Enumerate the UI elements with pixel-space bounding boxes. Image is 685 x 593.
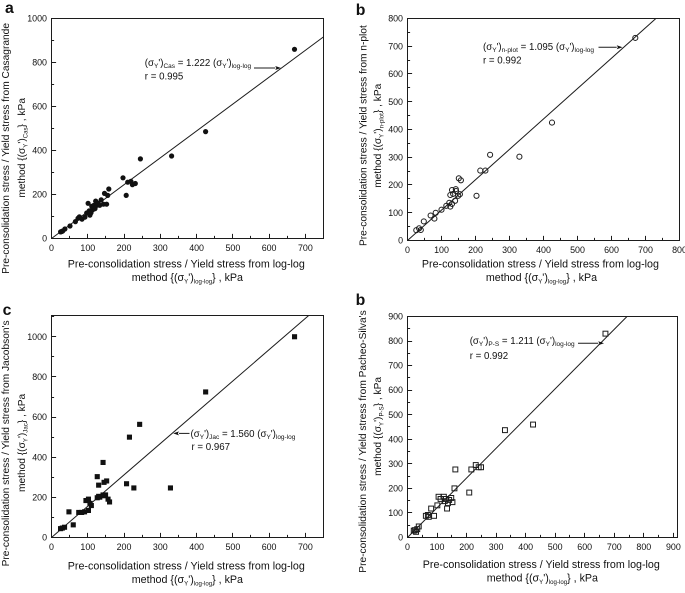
svg-text:600: 600 bbox=[388, 385, 403, 395]
svg-text:b: b bbox=[356, 2, 366, 19]
svg-text:400: 400 bbox=[32, 146, 47, 156]
svg-text:300: 300 bbox=[153, 542, 168, 552]
svg-text:0: 0 bbox=[405, 542, 410, 552]
svg-text:600: 600 bbox=[604, 245, 619, 255]
svg-text:Pre-consolidation stress / Yie: Pre-consolidation stress / Yield stress … bbox=[1, 23, 12, 274]
svg-text:700: 700 bbox=[638, 245, 653, 255]
svg-text:400: 400 bbox=[536, 245, 551, 255]
svg-text:(σY')P-S = 1.211 (σY')log-log: (σY')P-S = 1.211 (σY')log-log bbox=[470, 336, 575, 348]
svg-text:600: 600 bbox=[32, 102, 47, 112]
svg-text:method {(σY')log-log} , kPa: method {(σY')log-log} , kPa bbox=[486, 272, 597, 285]
svg-text:method {(σY')P-S} , kPa: method {(σY')P-S} , kPa bbox=[373, 377, 385, 476]
svg-text:method {(σY')Cas} , kPa: method {(σY')Cas} , kPa bbox=[17, 98, 29, 198]
svg-text:Pre-consolidation stress / Yie: Pre-consolidation stress / Yield stress … bbox=[358, 25, 369, 246]
svg-text:500: 500 bbox=[225, 542, 240, 552]
svg-text:200: 200 bbox=[32, 190, 47, 200]
svg-text:500: 500 bbox=[548, 542, 563, 552]
svg-text:r = 0.992: r = 0.992 bbox=[470, 351, 509, 362]
svg-text:200: 200 bbox=[388, 180, 403, 190]
svg-text:method {(σY')Jac} , kPa: method {(σY')Jac} , kPa bbox=[17, 393, 29, 492]
svg-text:1000: 1000 bbox=[27, 14, 47, 24]
svg-text:Pre-consolidation stress / Yie: Pre-consolidation stress / Yield stress … bbox=[68, 561, 305, 573]
svg-text:method {(σY')log-log} , kPa: method {(σY')log-log} , kPa bbox=[487, 573, 598, 586]
svg-text:600: 600 bbox=[32, 412, 47, 422]
svg-text:Pre-consolidation stress / Yie: Pre-consolidation stress / Yield stress … bbox=[68, 259, 305, 271]
svg-text:100: 100 bbox=[388, 508, 403, 518]
svg-text:400: 400 bbox=[518, 542, 533, 552]
svg-text:800: 800 bbox=[636, 542, 651, 552]
svg-text:300: 300 bbox=[489, 542, 504, 552]
svg-text:200: 200 bbox=[388, 484, 403, 494]
svg-text:1000: 1000 bbox=[27, 332, 47, 342]
svg-text:600: 600 bbox=[262, 542, 277, 552]
svg-text:800: 800 bbox=[388, 14, 403, 24]
svg-text:600: 600 bbox=[388, 69, 403, 79]
svg-text:600: 600 bbox=[262, 243, 277, 253]
svg-text:0: 0 bbox=[42, 234, 47, 244]
svg-text:700: 700 bbox=[388, 361, 403, 371]
svg-text:200: 200 bbox=[117, 243, 132, 253]
svg-text:method {(σY')log-log} , kPa: method {(σY')log-log} , kPa bbox=[132, 574, 243, 587]
svg-text:Pre-consolidation stress / Yie: Pre-consolidation stress / Yield stress … bbox=[1, 320, 12, 566]
svg-text:100: 100 bbox=[388, 208, 403, 218]
svg-text:400: 400 bbox=[32, 452, 47, 462]
svg-text:500: 500 bbox=[388, 97, 403, 107]
svg-text:Pre-consolidation stress / Yie: Pre-consolidation stress / Yield stress … bbox=[422, 259, 659, 271]
svg-text:300: 300 bbox=[388, 152, 403, 162]
svg-text:700: 700 bbox=[298, 243, 313, 253]
svg-text:200: 200 bbox=[468, 245, 483, 255]
svg-text:500: 500 bbox=[225, 243, 240, 253]
svg-text:400: 400 bbox=[388, 125, 403, 135]
svg-text:800: 800 bbox=[672, 245, 685, 255]
svg-text:r = 0.995: r = 0.995 bbox=[145, 72, 184, 83]
svg-text:100: 100 bbox=[430, 542, 445, 552]
svg-text:200: 200 bbox=[117, 542, 132, 552]
svg-text:200: 200 bbox=[32, 493, 47, 503]
svg-text:500: 500 bbox=[570, 245, 585, 255]
svg-text:400: 400 bbox=[189, 542, 204, 552]
svg-text:(σY')n-plot = 1.095 (σY')log-l: (σY')n-plot = 1.095 (σY')log-log bbox=[483, 42, 594, 54]
svg-text:method {(σY')n-plot} , kPa: method {(σY')n-plot} , kPa bbox=[373, 83, 385, 187]
svg-text:0: 0 bbox=[398, 236, 403, 246]
svg-text:300: 300 bbox=[153, 243, 168, 253]
svg-text:100: 100 bbox=[434, 245, 449, 255]
svg-text:200: 200 bbox=[459, 542, 474, 552]
svg-text:method {(σY')log-log} , kPa: method {(σY')log-log} , kPa bbox=[132, 272, 243, 285]
svg-text:700: 700 bbox=[388, 41, 403, 51]
svg-text:0: 0 bbox=[405, 245, 410, 255]
svg-text:300: 300 bbox=[502, 245, 517, 255]
svg-text:(σY')Cas = 1.222 (σY')log-log: (σY')Cas = 1.222 (σY')log-log bbox=[145, 58, 252, 70]
svg-text:r = 0.967: r = 0.967 bbox=[192, 442, 231, 453]
svg-text:Pre-consolidation stress / Yie: Pre-consolidation stress / Yield stress … bbox=[423, 559, 660, 571]
svg-text:0: 0 bbox=[49, 243, 54, 253]
svg-text:600: 600 bbox=[577, 542, 592, 552]
svg-text:100: 100 bbox=[80, 243, 95, 253]
svg-text:700: 700 bbox=[607, 542, 622, 552]
svg-text:0: 0 bbox=[42, 533, 47, 543]
svg-text:0: 0 bbox=[398, 533, 403, 543]
svg-text:Pre-consolidation stress / Yie: Pre-consolidation stress / Yield stress … bbox=[358, 310, 369, 572]
svg-text:b: b bbox=[356, 292, 366, 309]
svg-text:c: c bbox=[3, 302, 12, 319]
svg-text:700: 700 bbox=[298, 542, 313, 552]
svg-text:100: 100 bbox=[80, 542, 95, 552]
svg-text:400: 400 bbox=[388, 434, 403, 444]
svg-text:(σY')Jac = 1.560 (σY')log-log: (σY')Jac = 1.560 (σY')log-log bbox=[191, 429, 296, 441]
svg-text:800: 800 bbox=[32, 372, 47, 382]
svg-text:900: 900 bbox=[666, 542, 681, 552]
svg-text:r = 0.992: r = 0.992 bbox=[483, 56, 522, 67]
svg-text:300: 300 bbox=[388, 459, 403, 469]
svg-text:400: 400 bbox=[189, 243, 204, 253]
svg-text:0: 0 bbox=[49, 542, 54, 552]
svg-text:900: 900 bbox=[388, 312, 403, 322]
svg-text:800: 800 bbox=[32, 58, 47, 68]
svg-text:500: 500 bbox=[388, 410, 403, 420]
svg-text:800: 800 bbox=[388, 336, 403, 346]
svg-text:a: a bbox=[5, 0, 14, 17]
